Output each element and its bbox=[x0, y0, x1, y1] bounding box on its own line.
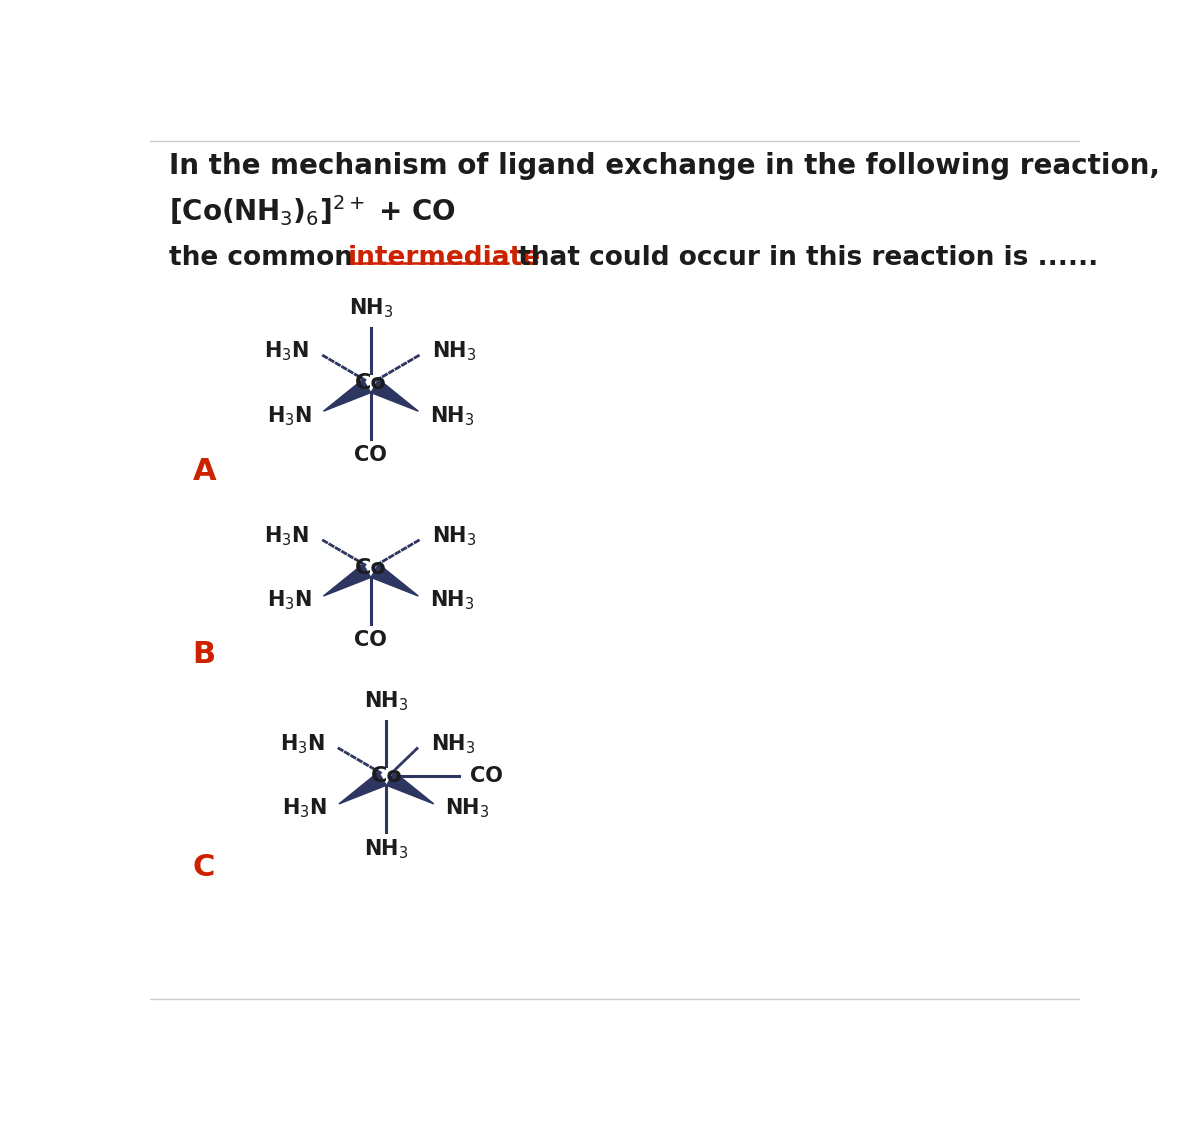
Text: H$_3$N: H$_3$N bbox=[264, 524, 310, 548]
Polygon shape bbox=[324, 379, 371, 411]
Text: H$_3$N: H$_3$N bbox=[266, 404, 312, 427]
Text: NH$_3$: NH$_3$ bbox=[430, 588, 474, 612]
Text: [Co(NH$_3$)$_6$]$^{2+}$ + CO: [Co(NH$_3$)$_6$]$^{2+}$ + CO bbox=[169, 193, 456, 228]
Text: C: C bbox=[193, 853, 215, 883]
Text: CO: CO bbox=[354, 445, 388, 465]
Polygon shape bbox=[386, 772, 434, 804]
Text: H$_3$N: H$_3$N bbox=[282, 796, 328, 820]
Text: NH$_3$: NH$_3$ bbox=[432, 340, 476, 362]
Text: intermediate: intermediate bbox=[348, 245, 541, 270]
Text: that could occur in this reaction is ......: that could occur in this reaction is ...… bbox=[509, 245, 1098, 270]
Polygon shape bbox=[338, 772, 386, 804]
Text: H$_3$N: H$_3$N bbox=[266, 588, 312, 612]
Text: NH$_3$: NH$_3$ bbox=[431, 732, 475, 755]
Text: NH$_3$: NH$_3$ bbox=[445, 796, 490, 820]
Text: CO: CO bbox=[354, 629, 388, 650]
Text: H$_3$N: H$_3$N bbox=[280, 732, 325, 755]
Text: In the mechanism of ligand exchange in the following reaction,: In the mechanism of ligand exchange in t… bbox=[169, 152, 1160, 181]
Text: NH$_3$: NH$_3$ bbox=[364, 690, 409, 713]
Text: A: A bbox=[193, 457, 216, 485]
Polygon shape bbox=[371, 565, 419, 596]
Text: the common: the common bbox=[169, 245, 362, 270]
Text: NH$_3$: NH$_3$ bbox=[348, 296, 394, 320]
Text: NH$_3$: NH$_3$ bbox=[430, 404, 474, 427]
Text: Co: Co bbox=[355, 558, 386, 578]
Polygon shape bbox=[371, 379, 419, 411]
Text: Co: Co bbox=[355, 374, 386, 393]
Polygon shape bbox=[324, 565, 371, 596]
Text: Co: Co bbox=[371, 766, 402, 786]
Text: NH$_3$: NH$_3$ bbox=[432, 524, 476, 548]
Text: CO: CO bbox=[469, 766, 503, 786]
Text: B: B bbox=[193, 640, 216, 669]
Text: NH$_3$: NH$_3$ bbox=[364, 837, 409, 861]
Text: H$_3$N: H$_3$N bbox=[264, 340, 310, 362]
